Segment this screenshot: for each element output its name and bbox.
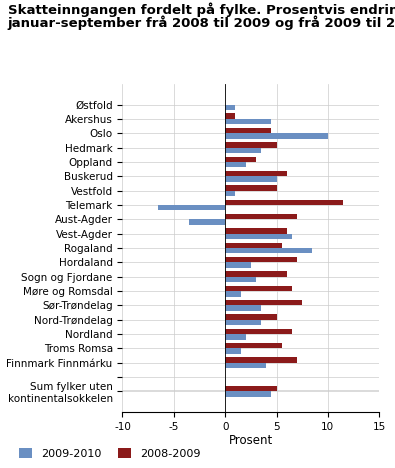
Bar	[225, 320, 261, 325]
Bar	[158, 205, 225, 211]
Bar	[225, 349, 241, 354]
Bar	[225, 242, 282, 248]
Bar	[225, 104, 235, 110]
Bar	[225, 228, 287, 234]
Bar	[225, 176, 276, 182]
Bar	[225, 162, 246, 168]
Bar	[225, 285, 292, 291]
Bar	[225, 234, 292, 239]
Bar	[225, 386, 276, 392]
X-axis label: Prosent: Prosent	[229, 434, 273, 447]
Bar	[225, 392, 271, 397]
Bar	[225, 291, 241, 297]
Bar	[225, 185, 276, 190]
Bar	[225, 257, 297, 263]
Bar	[225, 133, 328, 139]
Bar	[225, 147, 261, 153]
Bar	[189, 219, 225, 225]
Bar	[225, 156, 256, 162]
Bar	[225, 199, 343, 205]
Bar	[225, 190, 235, 196]
Bar	[225, 271, 287, 277]
Bar	[225, 214, 297, 219]
Bar	[225, 113, 235, 119]
Bar	[225, 248, 312, 254]
Bar	[225, 171, 287, 176]
Bar	[225, 263, 251, 268]
Bar	[225, 142, 276, 147]
Bar	[225, 128, 271, 133]
Text: januar-september frå 2008 til 2009 og frå 2009 til 2010: januar-september frå 2008 til 2009 og fr…	[8, 15, 395, 29]
Bar	[225, 300, 302, 306]
Bar	[225, 277, 256, 282]
Bar	[225, 314, 276, 320]
Bar	[225, 334, 246, 340]
Bar	[225, 329, 292, 334]
Bar	[225, 343, 282, 349]
Bar	[225, 119, 271, 124]
Legend: 2009-2010, 2008-2009: 2009-2010, 2008-2009	[14, 444, 205, 463]
Bar	[225, 363, 266, 368]
Bar	[225, 306, 261, 311]
Text: Skatteinngangen fordelt på fylke. Prosentvis endring: Skatteinngangen fordelt på fylke. Prosen…	[8, 2, 395, 17]
Bar	[225, 358, 297, 363]
